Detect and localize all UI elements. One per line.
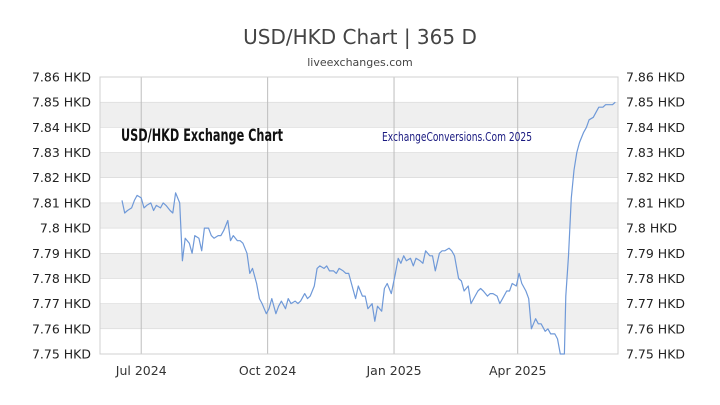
y-tick-label-left: 7.83 HKD [32,145,91,160]
y-tick-label-right: 7.77 HKD [626,296,685,311]
y-axis-right: 7.75 HKD 7.76 HKD 7.77 HKD 7.78 HKD 7.79 HKD… [626,70,685,362]
y-tick-label-right: 7.86 HKD [626,70,685,85]
grid-band [100,152,618,178]
x-tick-label: Jul 2024 [115,363,167,378]
y-tick-label-left: 7.76 HKD [32,321,91,336]
y-tick-label-right: 7.76 HKD [626,321,685,336]
x-tick-label: Oct 2024 [239,363,296,378]
watermark-text: ExchangeConversions.Com 2025 [382,129,532,144]
y-tick-label-right: 7.81 HKD [626,195,685,210]
x-tick-label: Apr 2025 [489,363,546,378]
y-tick-label-left: 7.84 HKD [32,120,91,135]
plot-frame [99,76,619,355]
y-tick-label-left: 7.85 HKD [32,95,91,110]
x-tick-label: Jan 2025 [366,363,422,378]
y-tick-label-right: 7.85 HKD [626,95,685,110]
y-axis-left: 7.75 HKD 7.76 HKD 7.77 HKD 7.78 HKD 7.79 HKD… [32,70,91,362]
grid-band [100,303,618,329]
chart-title: USD/HKD Chart | 365 D [243,25,477,49]
grid-band [100,253,618,279]
y-tick-label-right: 7.84 HKD [626,120,685,135]
y-tick-label-left: 7.8 HKD [40,221,91,236]
y-tick-label-right: 7.75 HKD [626,347,685,362]
y-tick-label-left: 7.81 HKD [32,195,91,210]
y-tick-label-left: 7.82 HKD [32,170,91,185]
y-tick-label-right: 7.8 HKD [626,221,677,236]
y-tick-label-right: 7.79 HKD [626,246,685,261]
grid-band [100,102,618,128]
y-tick-label-right: 7.82 HKD [626,170,685,185]
grid-band [100,202,618,229]
y-tick-label-left: 7.75 HKD [32,347,91,362]
y-tick-label-left: 7.77 HKD [32,296,91,311]
chart-subtitle: liveexchanges.com [307,56,413,69]
inner-chart-label: USD/HKD Exchange Chart [121,126,283,145]
x-axis: Jul 2024 Oct 2024 Jan 2025 Apr 2025 [115,363,547,378]
y-tick-label-left: 7.79 HKD [32,246,91,261]
background-bands [100,102,618,329]
vertical-gridlines [140,77,519,354]
y-tick-label-right: 7.78 HKD [626,271,685,286]
y-tick-label-right: 7.83 HKD [626,145,685,160]
rate-line [121,101,616,355]
y-tick-label-left: 7.78 HKD [32,271,91,286]
y-tick-label-left: 7.86 HKD [32,70,91,85]
